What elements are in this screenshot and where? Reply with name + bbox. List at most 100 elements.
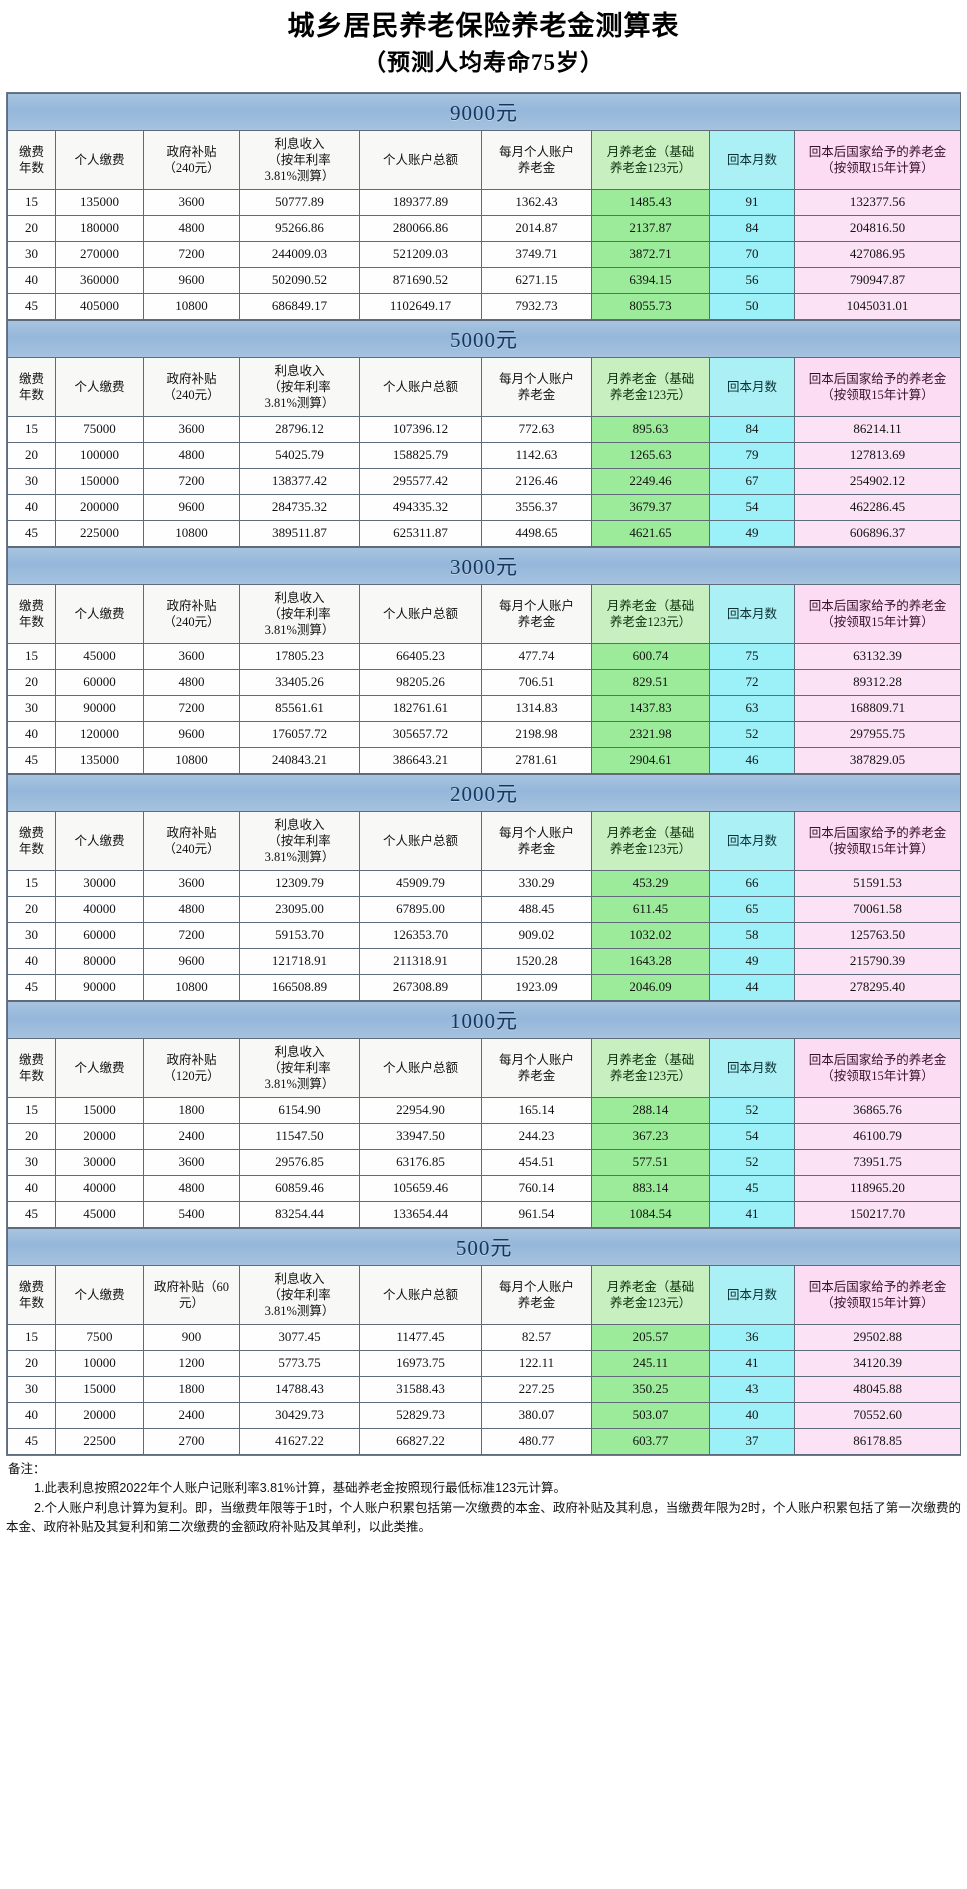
cell-interest: 83254.44: [239, 1200, 360, 1228]
cell-after-payback: 46100.79: [793, 1122, 962, 1150]
column-header-account-total: 个人账户总额: [359, 583, 482, 644]
col-interest-line2: （按年利率: [268, 1287, 331, 1302]
table-row: 15 15000 1800 6154.90 22954.90 165.14 288.14 52…: [7, 1096, 962, 1124]
cell-monthly-account: 244.23: [481, 1122, 592, 1150]
cell-after-payback: 48045.88: [793, 1375, 962, 1403]
column-header-personal-payment: 个人缴费: [55, 1264, 144, 1325]
column-header-personal-payment: 个人缴费: [55, 129, 144, 190]
cell-years: 30: [7, 240, 56, 268]
cell-interest: 6154.90: [239, 1096, 360, 1124]
col-subsidy-line1: 政府补贴: [166, 825, 217, 840]
cell-personal-payment: 30000: [55, 869, 144, 897]
cell-monthly-pension: 2321.98: [591, 720, 710, 748]
cell-interest: 54025.79: [239, 441, 360, 469]
cell-monthly-pension: 2249.46: [591, 467, 710, 495]
cell-monthly-pension: 2046.09: [591, 973, 710, 1001]
cell-payback-months: 79: [709, 441, 795, 469]
cell-monthly-pension: 3679.37: [591, 493, 710, 521]
cell-years: 20: [7, 1349, 56, 1377]
col-interest-line1: 利息收入: [274, 1271, 325, 1286]
column-header-years: 缴费 年数: [7, 129, 56, 190]
cell-payback-months: 49: [709, 947, 795, 975]
table-row: 45 90000 10800 166508.89 267308.89 1923.09 204…: [7, 973, 962, 1001]
col-monthly-account-line2: 养老金: [517, 1295, 556, 1310]
column-header-monthly-pension: 月养老金（基础 养老金123元）: [591, 1264, 710, 1325]
cell-personal-payment: 15000: [55, 1375, 144, 1403]
col-interest-line2: （按年利率: [268, 379, 331, 394]
col-monthly-pension-line1: 月养老金（基础: [606, 144, 695, 159]
cell-monthly-account: 3749.71: [481, 240, 592, 268]
cell-payback-months: 91: [709, 188, 795, 216]
cell-years: 30: [7, 1148, 56, 1176]
cell-personal-payment: 135000: [55, 746, 144, 774]
section-banner-label: 9000元: [6, 92, 962, 131]
cell-account-total: 33947.50: [359, 1122, 482, 1150]
column-header-monthly-pension: 月养老金（基础 养老金123元）: [591, 1037, 710, 1098]
col-monthly-account-line2: 养老金: [517, 387, 556, 402]
cell-years: 40: [7, 266, 56, 294]
cell-personal-payment: 60000: [55, 921, 144, 949]
cell-gov-subsidy: 9600: [143, 493, 240, 521]
cell-account-total: 305657.72: [359, 720, 482, 748]
col-subsidy-line2: （240元）: [163, 614, 220, 629]
col-personal-payment-label: 个人缴费: [74, 1060, 125, 1075]
cell-after-payback: 118965.20: [793, 1174, 962, 1202]
col-years-line1: 缴费: [18, 371, 44, 386]
col-monthly-account-line2: 养老金: [517, 160, 556, 175]
cell-after-payback: 29502.88: [793, 1323, 962, 1351]
cell-personal-payment: 45000: [55, 1200, 144, 1228]
cell-years: 20: [7, 895, 56, 923]
cell-after-payback: 63132.39: [793, 642, 962, 670]
col-monthly-pension-line2: 养老金123元）: [609, 841, 692, 856]
cell-gov-subsidy: 1200: [143, 1349, 240, 1377]
cell-years: 15: [7, 869, 56, 897]
cell-personal-payment: 22500: [55, 1427, 144, 1455]
cell-gov-subsidy: 1800: [143, 1096, 240, 1124]
column-header-years: 缴费 年数: [7, 583, 56, 644]
cell-account-total: 98205.26: [359, 668, 482, 696]
table-row: 15 30000 3600 12309.79 45909.79 330.29 453.29 6…: [7, 869, 962, 897]
table-row: 20 10000 1200 5773.75 16973.75 122.11 245.11 41…: [7, 1349, 962, 1377]
cell-years: 45: [7, 1200, 56, 1228]
cell-interest: 14788.43: [239, 1375, 360, 1403]
cell-payback-months: 70: [709, 240, 795, 268]
title-block: 城乡居民养老保险养老金测算表 （预测人均寿命75岁）: [0, 0, 967, 88]
cell-gov-subsidy: 3600: [143, 1148, 240, 1176]
column-header-monthly-pension: 月养老金（基础 养老金123元）: [591, 583, 710, 644]
col-monthly-account-line1: 每月个人账户: [498, 598, 574, 613]
col-after-payback-line1: 回本后国家给予的养老金: [808, 598, 947, 613]
cell-payback-months: 54: [709, 493, 795, 521]
table-row: 40 120000 9600 176057.72 305657.72 2198.98 232…: [7, 720, 962, 748]
col-payback-months-label: 回本月数: [726, 606, 777, 621]
cell-gov-subsidy: 9600: [143, 720, 240, 748]
cell-monthly-pension: 350.25: [591, 1375, 710, 1403]
column-header-years: 缴费 年数: [7, 810, 56, 871]
col-interest-line1: 利息收入: [274, 363, 325, 378]
cell-after-payback: 70061.58: [793, 895, 962, 923]
col-account-total-label: 个人账户总额: [382, 606, 458, 621]
column-header-account-total: 个人账户总额: [359, 1037, 482, 1098]
section-banner-label: 3000元: [6, 546, 962, 585]
column-header-after-payback: 回本后国家给予的养老金 （按领取15年计算）: [793, 1264, 962, 1325]
table-row: 40 360000 9600 502090.52 871690.52 6271.15 639…: [7, 266, 962, 294]
table-row: 30 270000 7200 244009.03 521209.03 3749.71 387…: [7, 240, 962, 268]
cell-personal-payment: 20000: [55, 1401, 144, 1429]
col-interest-line2: （按年利率: [268, 1060, 331, 1075]
cell-monthly-pension: 453.29: [591, 869, 710, 897]
cell-interest: 138377.42: [239, 467, 360, 495]
cell-years: 15: [7, 188, 56, 216]
cell-monthly-pension: 611.45: [591, 895, 710, 923]
cell-interest: 244009.03: [239, 240, 360, 268]
cell-personal-payment: 40000: [55, 895, 144, 923]
table-row: 45 135000 10800 240843.21 386643.21 2781.61 29…: [7, 746, 962, 774]
col-monthly-pension-line1: 月养老金（基础: [606, 825, 695, 840]
cell-gov-subsidy: 2400: [143, 1401, 240, 1429]
cell-monthly-account: 477.74: [481, 642, 592, 670]
cell-monthly-pension: 205.57: [591, 1323, 710, 1351]
col-years-line1: 缴费: [18, 144, 44, 159]
cell-monthly-account: 3556.37: [481, 493, 592, 521]
cell-personal-payment: 40000: [55, 1174, 144, 1202]
column-header-row: 缴费 年数 个人缴费 政府补贴 （120元） 利息收入 （按年利率 3.81%测算） 个人账户总…: [7, 1037, 962, 1098]
table-row: 45 22500 2700 41627.22 66827.22 480.77 603.77 3…: [7, 1427, 962, 1455]
notes-label: 备注：: [8, 1461, 46, 1476]
